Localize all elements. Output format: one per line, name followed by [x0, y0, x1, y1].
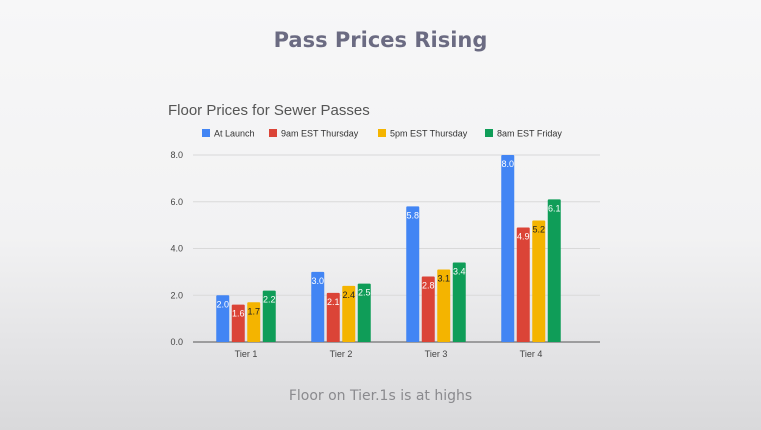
x-tick-label: Tier 3 [425, 349, 448, 359]
bar-data-label: 1.6 [232, 309, 245, 319]
legend-label: 8am EST Friday [497, 129, 562, 139]
y-tick-label: 8.0 [170, 150, 183, 160]
x-tick-label: Tier 2 [330, 349, 353, 359]
chart-grid: 0.0 2.0 4.0 6.0 8.0 [170, 150, 600, 347]
bar-data-label: 2.0 [216, 299, 229, 309]
bar [501, 155, 515, 342]
bar [406, 206, 420, 342]
bar-data-label: 3.4 [453, 267, 466, 277]
legend-label: At Launch [214, 129, 255, 139]
legend-swatch [378, 129, 386, 137]
bar [452, 262, 466, 342]
bar-data-label: 3.0 [311, 276, 324, 286]
bar-data-label: 5.8 [406, 210, 419, 220]
y-tick-label: 0.0 [170, 337, 183, 347]
chart-title: Floor Prices for Sewer Passes [168, 102, 370, 119]
bar [342, 285, 356, 342]
bar-data-label: 2.8 [422, 281, 435, 291]
bar [532, 220, 546, 342]
bar [247, 302, 261, 342]
legend-label: 5pm EST Thursday [390, 129, 468, 139]
legend-swatch [202, 129, 210, 137]
bar [437, 269, 451, 342]
bar-data-label: 2.5 [358, 288, 371, 298]
x-tick-label: Tier 4 [520, 349, 543, 359]
legend-swatch [485, 129, 493, 137]
chart-bars: 2.01.6 1.72.2 3.0 2.12.4 2.5 5.8 2.83.13.4 8.0 4… [216, 155, 561, 342]
bar-data-label: 1.7 [247, 306, 260, 316]
bar-data-label: 2.2 [263, 295, 276, 305]
chart-legend: At Launch 9am EST Thursday 5pm EST Thursda… [202, 129, 562, 139]
bar [421, 276, 435, 342]
bar-data-label: 5.2 [532, 224, 545, 234]
bar [216, 295, 230, 342]
bar-data-label: 2.4 [342, 290, 355, 300]
bar [326, 292, 340, 342]
x-axis: Tier 1 Tier 2 Tier 3 Tier 4 [235, 349, 543, 359]
y-tick-label: 2.0 [170, 290, 183, 300]
bar [231, 304, 245, 342]
bar [516, 227, 530, 342]
x-tick-label: Tier 1 [235, 349, 258, 359]
legend-swatch [269, 129, 277, 137]
slide-title: Pass Prices Rising [273, 28, 488, 52]
bar-data-label: 2.1 [327, 297, 340, 307]
bar-data-label: 8.0 [501, 159, 514, 169]
legend-label: 9am EST Thursday [281, 129, 359, 139]
bar-data-label: 3.1 [437, 274, 450, 284]
bar [547, 199, 561, 342]
bar [262, 290, 276, 342]
bar [357, 283, 371, 342]
slide-footer: Floor on Tier.1s is at highs [288, 388, 473, 404]
y-tick-label: 6.0 [170, 197, 183, 207]
bar-data-label: 4.9 [517, 231, 530, 241]
y-tick-label: 4.0 [170, 244, 183, 254]
bar [311, 271, 325, 342]
bar-data-label: 6.1 [548, 203, 561, 213]
